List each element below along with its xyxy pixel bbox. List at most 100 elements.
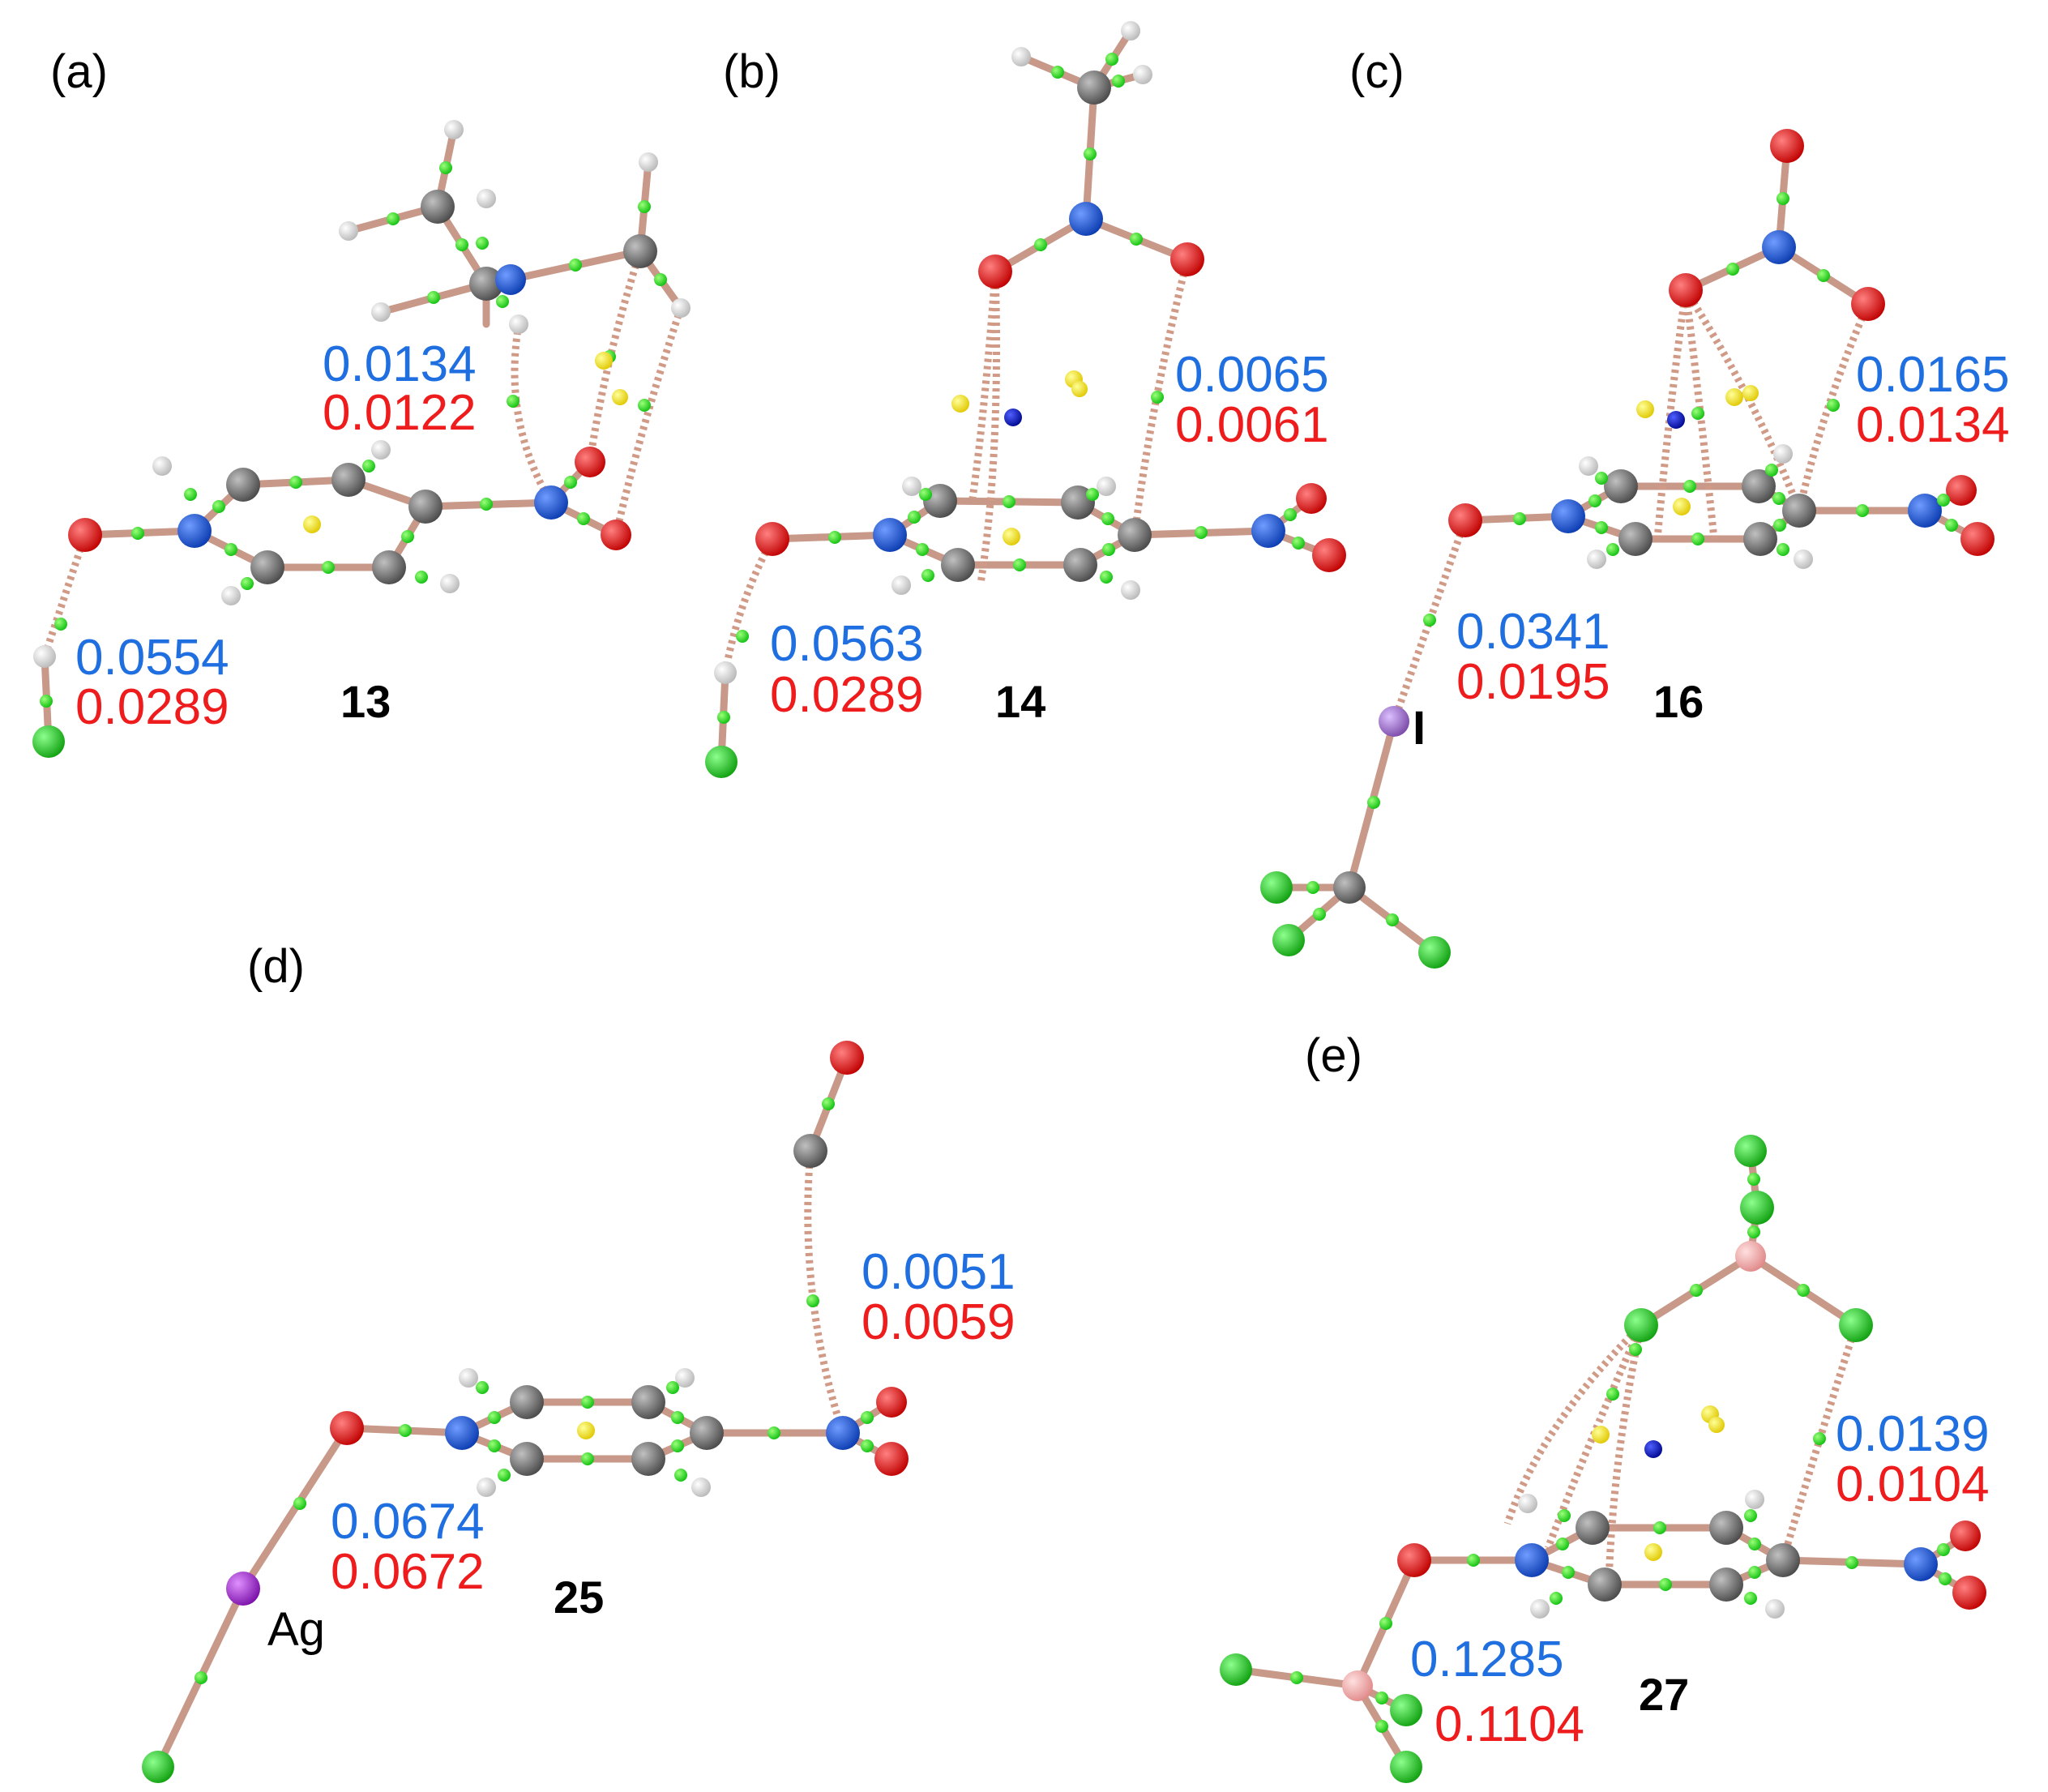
nitrogen-atom [445,1416,479,1450]
oxygen-atom [874,1442,909,1476]
hydrogen-atom [675,1368,695,1388]
silver-atom-label: Ag [267,1603,325,1656]
interaction-value-red: 0.0672 [331,1544,485,1600]
ring-critical-point [1592,1426,1610,1443]
interaction-value-blue: 0.0563 [770,616,924,672]
halogen-atom [1418,936,1451,969]
hydrogen-atom [33,645,56,668]
panel-d-label: (d) [247,940,305,993]
halogen-atom [1272,924,1305,956]
panel-e-interactions [1503,1322,1860,1585]
interaction-value-blue: 0.0554 [75,630,229,686]
nitrogen-atom [1908,494,1942,528]
hydrogen-atom [459,1368,478,1388]
halogen-atom [1390,1751,1422,1783]
panel-e: (e) 0.0139 0.0104 0.1285 0.1104 27 [1220,1029,1990,1783]
metal-atom [1342,1670,1373,1701]
panel-c: (c) I 0.0165 0.0134 0.0341 0.0195 16 [1260,45,2010,969]
halogen-atom [1390,1694,1422,1726]
nitrogen-atom [495,264,526,295]
carbon-atom [1766,1543,1800,1577]
interaction-value-blue: 0.0051 [862,1244,1015,1300]
oxygen-atom [755,522,789,556]
panel-a-interactions [41,250,685,658]
oxygen-atom [1397,1543,1431,1577]
carbon-atom [1742,469,1776,503]
nitrogen-atom [826,1416,860,1450]
oxygen-atom [1851,287,1885,321]
carbon-atom [1709,1511,1743,1545]
ring-critical-point [1071,381,1088,397]
hydrogen-atom [1011,47,1031,66]
carbon-atom [793,1134,827,1168]
hydrogen-atom [440,574,460,593]
halogen-atom [1839,1308,1873,1342]
carbon-atom [372,550,406,584]
panel-c-label: (c) [1349,45,1405,98]
carbon-atom [421,190,455,224]
nitrogen-atom [1251,514,1285,548]
carbon-atom [510,1442,544,1476]
interaction-value-red: 0.0289 [75,679,229,735]
oxygen-atom [575,447,605,477]
carbon-atom [1709,1567,1743,1602]
interaction-value-blue: 0.1285 [1410,1632,1564,1687]
panel-d-interactions [804,1150,847,1435]
hydrogen-atom [1745,1490,1764,1509]
interaction-value-red: 0.0134 [1856,397,2010,453]
oxygen-atom [1669,273,1703,307]
halogen-atom [1734,1135,1767,1167]
hydrogen-atom [671,298,691,318]
compound-number: 13 [340,676,391,727]
oxygen-atom [1296,483,1327,514]
interaction-value-blue: 0.0674 [331,1494,485,1550]
ring-critical-point [951,395,969,413]
hydrogen-atom [371,440,391,460]
cage-critical-point [1004,408,1022,426]
halogen-atom [1220,1653,1252,1686]
carbon-atom [690,1416,724,1450]
carbon-atom [1576,1511,1610,1545]
hydrogen-atom [444,120,464,139]
interaction-value-red: 0.0104 [1836,1456,1990,1512]
metal-atom [1735,1241,1766,1272]
oxygen-atom [1448,503,1482,537]
nitrogen-atom [177,514,212,548]
panel-b: (b) 0.0065 0.0061 0.0563 0.0289 14 [705,21,1346,778]
compound-number: 27 [1639,1669,1689,1720]
hydrogen-atom [1121,580,1140,600]
halogen-atom [705,746,738,778]
hydrogen-atom [1765,1599,1785,1619]
hydrogen-atom [691,1478,711,1497]
hydrogen-atom [639,152,658,172]
interaction-value-red: 0.1104 [1434,1696,1584,1752]
carbon-atom [1333,871,1366,904]
oxygen-atom [601,520,631,550]
halogen-atom [1624,1308,1658,1342]
panel-d: (d) Ag 0.0051 0.0059 0.0674 0.0672 25 [142,940,1015,1783]
hydrogen-atom [902,477,921,496]
interaction-value-blue: 0.0139 [1836,1406,1990,1462]
compound-number: 25 [554,1572,604,1623]
carbon-atom [469,267,503,301]
ring-critical-point [1708,1417,1725,1433]
carbon-atom [623,234,657,268]
carbon-atom [1743,522,1777,556]
oxygen-atom [68,518,102,552]
oxygen-atom [330,1411,364,1445]
carbon-atom [1588,1567,1622,1602]
hydrogen-atom [1579,456,1598,476]
ring-critical-point [1742,385,1759,401]
ring-critical-point [1673,498,1691,515]
silver-atom [226,1572,260,1606]
hydrogen-atom [371,302,391,322]
nitrogen-atom [1069,202,1103,236]
hydrogen-atom [1133,65,1152,84]
panel-a: (a) 0.0134 0.0122 0.0554 0.0289 13 [32,45,691,758]
oxygen-atom [876,1387,907,1418]
panel-d-bond-critical-points [195,1097,874,1684]
carbon-atom [631,1385,665,1419]
carbon-atom [1063,548,1097,582]
compound-number: 14 [995,676,1045,727]
carbon-atom [1077,71,1111,105]
